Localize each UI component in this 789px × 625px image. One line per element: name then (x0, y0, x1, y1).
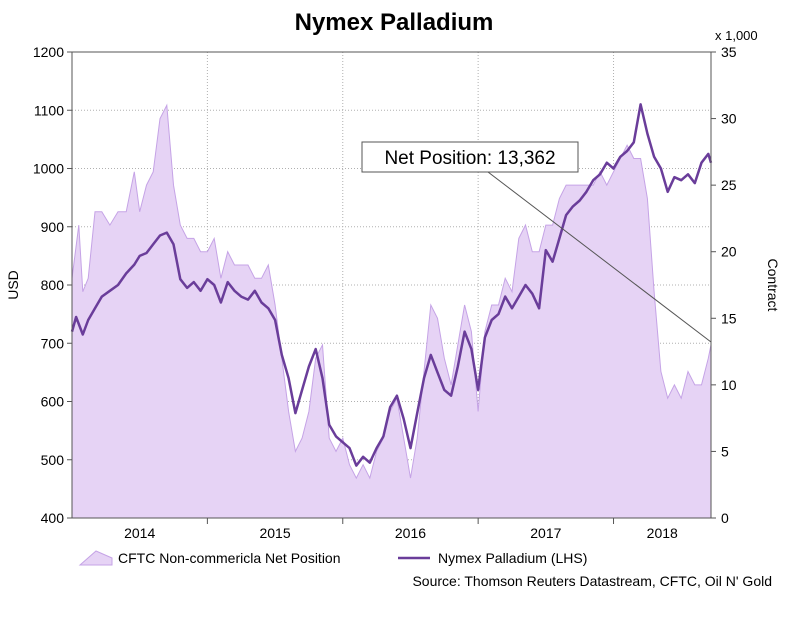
left-tick-label: 1000 (33, 161, 64, 177)
source-note: Source: Thomson Reuters Datastream, CFTC… (412, 573, 772, 589)
x-axis: 2014 2015 2016 2017 2018 (124, 518, 678, 541)
annotation-box (361, 141, 579, 173)
left-tick-label: 400 (41, 510, 65, 526)
right-tick-label: 10 (721, 377, 737, 393)
x-tick-label: 2016 (395, 525, 426, 541)
x-tick-label: 2015 (259, 525, 290, 541)
palladium-line (70, 103, 713, 467)
left-tick-label: 700 (41, 335, 65, 351)
left-tick-label: 1200 (33, 44, 64, 60)
right-tick-label: 25 (721, 177, 737, 193)
x-tick-label: 2018 (647, 525, 678, 541)
right-tick-label: 5 (721, 443, 729, 459)
left-tick-label: 500 (41, 452, 65, 468)
right-axis-label: Contract (765, 259, 781, 312)
left-tick-label: 900 (41, 219, 65, 235)
annotation: Net Position: 13,362 (361, 141, 712, 343)
right-axis: 0 5 10 15 20 25 30 35 (711, 44, 737, 526)
legend-area-label: CFTC Non-commericla Net Position (118, 550, 341, 566)
annotation-text: Net Position: 13,362 (384, 148, 555, 169)
right-tick-label: 20 (721, 244, 737, 260)
legend-line-label: Nymex Palladium (LHS) (438, 550, 587, 566)
left-axis-label: USD (5, 270, 21, 300)
left-tick-label: 800 (41, 277, 65, 293)
right-tick-label: 15 (721, 310, 737, 326)
right-tick-label: 0 (721, 510, 729, 526)
line-series-nymex-palladium (70, 103, 713, 467)
left-tick-label: 600 (41, 394, 65, 410)
x-tick-label: 2014 (124, 525, 155, 541)
annotation-leader-line (487, 171, 712, 343)
left-tick-label: 1100 (34, 102, 64, 118)
legend: CFTC Non-commericla Net Position Nymex P… (78, 550, 587, 566)
chart-title: Nymex Palladium (295, 9, 494, 36)
right-tick-label: 35 (721, 44, 737, 60)
x-tick-label: 2017 (530, 525, 561, 541)
right-tick-label: 30 (721, 111, 737, 127)
left-axis: 400 500 600 700 800 900 1000 1100 1200 (33, 44, 72, 526)
legend-area-swatch (78, 550, 113, 566)
right-axis-multiplier: x 1,000 (715, 28, 758, 43)
